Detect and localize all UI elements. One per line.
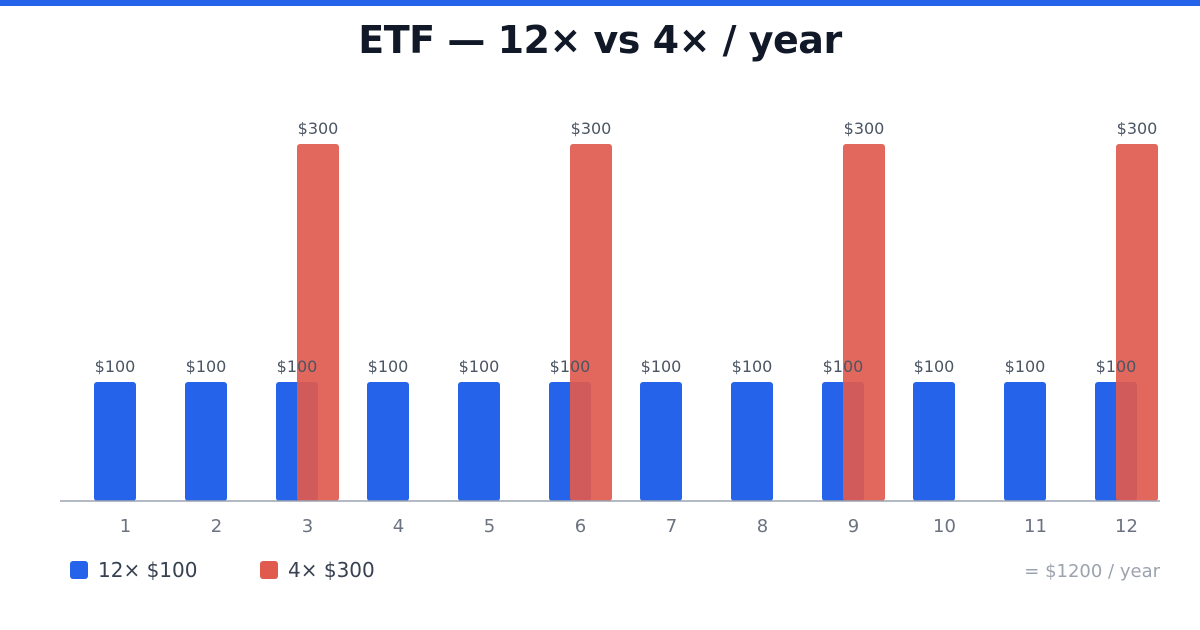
x-tick-label-12: 12 <box>1115 516 1138 537</box>
bar-series-1-month-7 <box>640 382 682 501</box>
bar-series-1-month-4 <box>367 382 409 501</box>
data-label-series-1-month-10: $100 <box>914 357 955 376</box>
data-label-series-1-month-7: $100 <box>641 357 682 376</box>
x-tick-label-8: 8 <box>757 516 768 537</box>
x-tick-label-7: 7 <box>666 516 677 537</box>
x-tick-label-9: 9 <box>848 516 859 537</box>
bar-series-1-month-2 <box>185 382 227 501</box>
x-tick-label-6: 6 <box>575 516 586 537</box>
data-label-series-1-month-5: $100 <box>459 357 500 376</box>
data-label-series-1-month-6: $100 <box>550 357 591 376</box>
legend-swatch-blue <box>70 561 88 579</box>
x-tick-label-5: 5 <box>484 516 495 537</box>
data-label-series-1-month-12: $100 <box>1096 357 1137 376</box>
bar-series-2-month-6 <box>570 144 612 501</box>
x-tick-label-2: 2 <box>211 516 222 537</box>
x-tick-label-11: 11 <box>1024 516 1047 537</box>
top-accent-bar <box>0 0 1200 6</box>
data-label-series-2-month-3: $300 <box>298 119 339 138</box>
data-label-series-1-month-2: $100 <box>186 357 227 376</box>
x-tick-label-10: 10 <box>933 516 956 537</box>
data-label-series-1-month-11: $100 <box>1005 357 1046 376</box>
data-label-series-2-month-6: $300 <box>571 119 612 138</box>
bar-series-1-month-1 <box>94 382 136 501</box>
data-label-series-1-month-3: $100 <box>277 357 318 376</box>
legend-item-series-b: 4× $300 <box>260 558 375 582</box>
bar-series-2-month-9 <box>843 144 885 501</box>
data-label-series-2-month-9: $300 <box>844 119 885 138</box>
bar-series-1-month-8 <box>731 382 773 501</box>
data-label-series-1-month-8: $100 <box>732 357 773 376</box>
x-tick-label-1: 1 <box>120 516 131 537</box>
chart-title: ETF — 12× vs 4× / year <box>358 18 842 62</box>
data-label-series-1-month-4: $100 <box>368 357 409 376</box>
total-note: = $1200 / year <box>1024 561 1160 582</box>
data-label-series-1-month-9: $100 <box>823 357 864 376</box>
legend-item-series-a: 12× $100 <box>70 558 197 582</box>
bar-series-1-month-5 <box>458 382 500 501</box>
legend-swatch-red <box>260 561 278 579</box>
legend-label-series-a: 12× $100 <box>98 558 198 582</box>
bar-series-1-month-11 <box>1004 382 1046 501</box>
data-label-series-1-month-1: $100 <box>95 357 136 376</box>
bar-series-2-month-3 <box>297 144 339 501</box>
bar-series-2-month-12 <box>1116 144 1158 501</box>
x-tick-label-4: 4 <box>393 516 404 537</box>
data-label-series-2-month-12: $300 <box>1117 119 1158 138</box>
bar-series-1-month-10 <box>913 382 955 501</box>
legend-label-series-b: 4× $300 <box>288 558 375 582</box>
x-tick-label-3: 3 <box>302 516 313 537</box>
